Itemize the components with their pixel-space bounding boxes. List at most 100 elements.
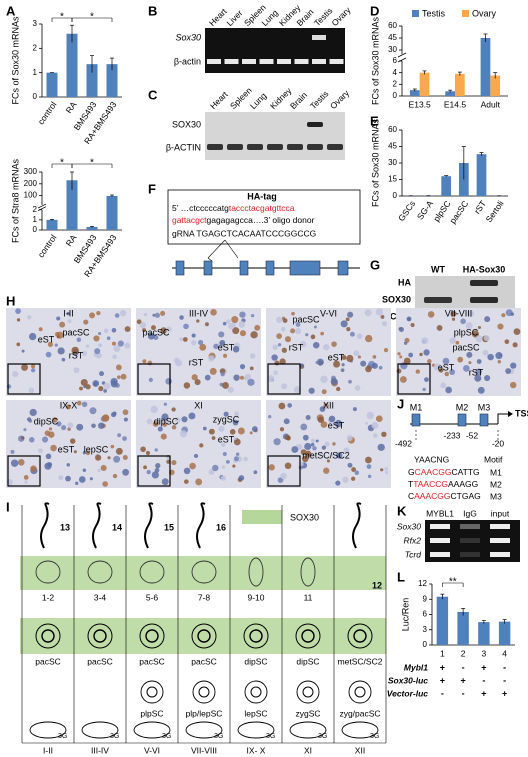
cell xyxy=(48,427,53,431)
row-label: HA xyxy=(398,277,411,287)
cell xyxy=(85,450,91,456)
cell xyxy=(440,382,447,389)
band xyxy=(430,538,450,543)
cell xyxy=(342,476,349,483)
cell xyxy=(160,327,167,334)
y-tick-label: 0 xyxy=(33,225,38,234)
band xyxy=(490,538,510,543)
cell xyxy=(114,313,120,318)
basal-cell xyxy=(29,721,67,739)
cell xyxy=(381,431,387,438)
cell xyxy=(449,337,456,344)
cell-label: metSC/SC2 xyxy=(302,450,350,460)
lane-label: MYBL1 xyxy=(426,508,454,518)
cell xyxy=(328,415,336,423)
cell xyxy=(208,469,215,475)
cell xyxy=(146,418,153,425)
cell xyxy=(219,339,226,346)
cell xyxy=(336,386,341,392)
cell xyxy=(71,346,79,355)
cell xyxy=(308,387,315,394)
cell xyxy=(477,325,481,329)
cell xyxy=(232,419,239,426)
cell xyxy=(106,336,111,341)
nucleus xyxy=(353,629,367,643)
cell xyxy=(110,377,118,386)
x-tick-label: RA xyxy=(64,99,79,115)
cell xyxy=(226,319,231,324)
cell xyxy=(16,342,21,347)
lane-label: input xyxy=(491,508,510,518)
cell xyxy=(340,368,345,373)
motif-box xyxy=(411,413,421,427)
cell xyxy=(371,362,378,369)
cell xyxy=(38,448,43,454)
legend-swatch xyxy=(242,510,282,524)
cell xyxy=(240,375,244,380)
cell xyxy=(475,335,483,343)
step-label: 9-10 xyxy=(247,592,264,602)
error-bar xyxy=(493,72,498,79)
cell xyxy=(10,449,15,454)
cell xyxy=(239,330,246,337)
y-tick-label: 12 xyxy=(418,579,427,588)
cell xyxy=(160,310,166,316)
cell xyxy=(372,354,377,359)
position-label: -52 xyxy=(466,430,479,440)
cell-label: eST xyxy=(218,434,235,444)
cell xyxy=(383,347,389,353)
band xyxy=(460,524,480,529)
cell xyxy=(220,372,225,377)
sequence-part: T xyxy=(408,479,413,489)
arrow-head xyxy=(508,411,513,417)
cell xyxy=(103,328,109,334)
cell xyxy=(103,389,107,393)
exon xyxy=(265,260,275,276)
cell xyxy=(445,386,452,394)
cell xyxy=(111,341,117,346)
cell xyxy=(267,375,275,383)
y-tick-label: 9 xyxy=(423,594,428,603)
cell xyxy=(239,364,246,370)
cell xyxy=(184,479,189,484)
panel-letter: C xyxy=(148,87,158,102)
nucleus xyxy=(198,686,210,698)
cell-label: eST xyxy=(58,444,75,454)
cell xyxy=(221,465,226,469)
sequence: CAAACGGCTGAG xyxy=(408,491,481,501)
bar xyxy=(480,38,491,96)
cell xyxy=(82,451,87,455)
cell xyxy=(122,454,128,460)
basal-cell xyxy=(289,721,327,739)
cell xyxy=(349,331,355,337)
cell xyxy=(213,343,219,350)
spermatocyte xyxy=(243,623,269,649)
cell xyxy=(45,351,52,358)
band xyxy=(329,59,344,64)
band xyxy=(430,552,450,557)
cell xyxy=(351,467,357,473)
cell xyxy=(66,406,70,410)
y-tick-label: 0 xyxy=(33,92,38,101)
cell-label: zyg/pacSC xyxy=(339,708,380,718)
cell xyxy=(460,318,466,325)
cell xyxy=(381,320,388,327)
bar xyxy=(66,180,78,230)
cell xyxy=(44,430,51,436)
cell-label: zygSC xyxy=(295,708,320,718)
cell xyxy=(285,434,291,441)
cell xyxy=(512,342,518,348)
position-label: -20 xyxy=(492,438,505,448)
cell xyxy=(281,347,287,353)
y-tick-label: 60 xyxy=(388,21,397,30)
grna: gRNA TGAGCTCACAATCCCGGCCG xyxy=(172,228,316,238)
cell xyxy=(78,476,86,483)
step-number: 16 xyxy=(216,522,226,532)
cell xyxy=(326,459,330,463)
cell xyxy=(91,423,96,429)
cell xyxy=(291,311,295,316)
cell xyxy=(171,459,177,466)
cell xyxy=(312,341,320,349)
cell xyxy=(28,437,35,443)
cell xyxy=(191,374,198,381)
